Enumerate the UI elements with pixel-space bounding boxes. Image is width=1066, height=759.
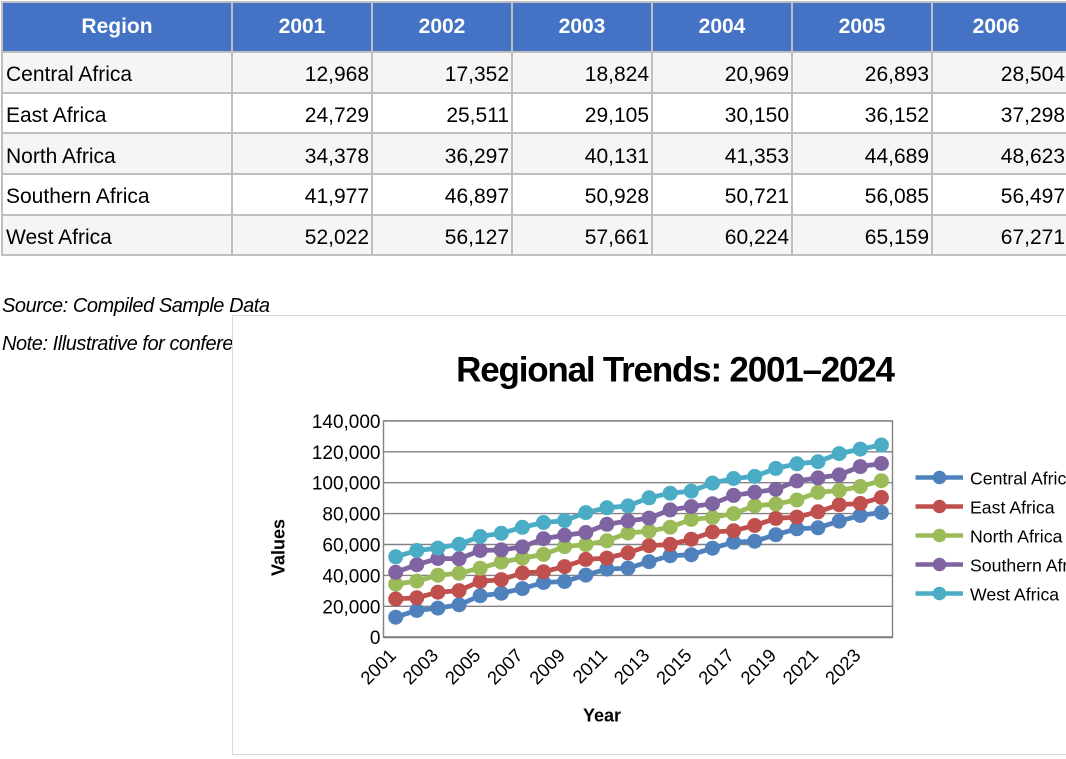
svg-text:2019: 2019 bbox=[736, 644, 780, 688]
svg-text:Southern Africa: Southern Africa bbox=[970, 556, 1066, 576]
svg-text:Regional Trends: 2001–2024: Regional Trends: 2001–2024 bbox=[456, 351, 895, 390]
svg-text:0: 0 bbox=[370, 628, 381, 649]
svg-text:60,000: 60,000 bbox=[322, 536, 380, 557]
svg-text:2007: 2007 bbox=[483, 644, 527, 688]
svg-text:North Africa: North Africa bbox=[970, 527, 1063, 547]
svg-text:Central Africa: Central Africa bbox=[970, 469, 1066, 489]
svg-text:Values: Values bbox=[269, 519, 289, 576]
svg-text:120,000: 120,000 bbox=[312, 443, 381, 464]
svg-text:80,000: 80,000 bbox=[322, 505, 380, 526]
svg-text:2009: 2009 bbox=[525, 644, 569, 688]
svg-text:West Africa: West Africa bbox=[970, 585, 1059, 605]
svg-text:2003: 2003 bbox=[398, 644, 442, 688]
svg-text:2023: 2023 bbox=[821, 644, 865, 688]
svg-text:2021: 2021 bbox=[778, 644, 822, 688]
svg-text:2001: 2001 bbox=[356, 644, 400, 688]
svg-text:2015: 2015 bbox=[652, 644, 696, 688]
svg-text:2017: 2017 bbox=[694, 644, 738, 688]
svg-text:100,000: 100,000 bbox=[312, 474, 381, 495]
svg-text:2005: 2005 bbox=[441, 644, 485, 688]
svg-text:2011: 2011 bbox=[568, 644, 611, 687]
svg-text:Year: Year bbox=[583, 706, 621, 726]
svg-text:2013: 2013 bbox=[609, 644, 653, 688]
svg-text:40,000: 40,000 bbox=[322, 566, 380, 587]
svg-text:20,000: 20,000 bbox=[322, 597, 380, 618]
svg-text:East Africa: East Africa bbox=[970, 498, 1055, 518]
svg-text:140,000: 140,000 bbox=[312, 412, 381, 433]
